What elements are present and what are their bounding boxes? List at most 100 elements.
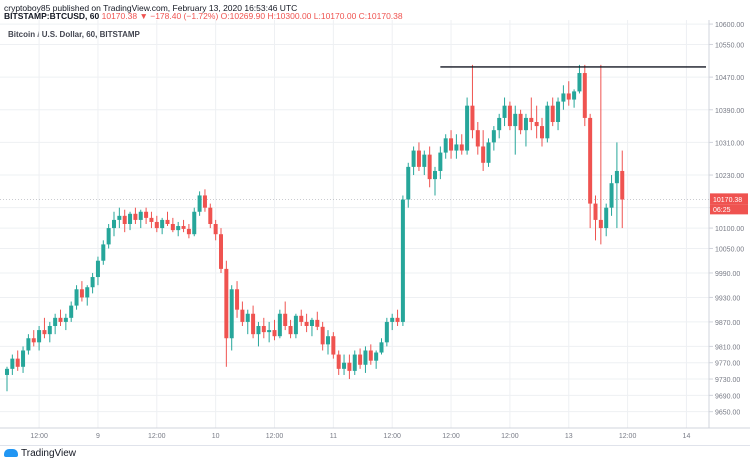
time-tick-label: 9 bbox=[96, 433, 100, 440]
time-tick-label: 12:00 bbox=[30, 433, 48, 440]
candle-body bbox=[604, 207, 609, 229]
candle-body bbox=[486, 142, 491, 163]
candle-body bbox=[69, 305, 74, 318]
candle-body bbox=[342, 362, 347, 369]
candle-body bbox=[197, 195, 202, 212]
price-tick-label: 10050.00 bbox=[715, 246, 744, 253]
price-tick-label: 10600.00 bbox=[715, 22, 744, 29]
candle-body bbox=[411, 150, 416, 167]
candle-body bbox=[74, 289, 79, 306]
price-tick-label: 9810.00 bbox=[715, 344, 740, 351]
price-tick-label: 9770.00 bbox=[715, 361, 740, 368]
price-tick-label: 10310.00 bbox=[715, 140, 744, 147]
candle-body bbox=[240, 309, 245, 322]
last-price-box bbox=[710, 193, 748, 205]
ohlc-values: O:10269.90 H:10300.00 L:10170.00 C:10170… bbox=[220, 11, 403, 21]
candle-body bbox=[288, 326, 293, 335]
time-tick-label: 12:00 bbox=[619, 433, 637, 440]
candle-body bbox=[117, 215, 122, 220]
time-tick-label: 13 bbox=[565, 433, 573, 440]
candle-body bbox=[395, 317, 400, 322]
candle-body bbox=[165, 219, 170, 224]
candle-body bbox=[598, 219, 603, 229]
candle-body bbox=[609, 183, 614, 208]
candle-body bbox=[309, 319, 314, 326]
candle-body bbox=[550, 105, 555, 122]
time-tick-label: 12:00 bbox=[442, 433, 460, 440]
candle-body bbox=[561, 93, 566, 102]
candle-body bbox=[400, 199, 405, 322]
tradingview-logo[interactable]: TradingView bbox=[4, 448, 76, 459]
candle-body bbox=[326, 336, 330, 345]
candle-body bbox=[315, 319, 320, 327]
candle-body bbox=[235, 289, 240, 310]
candle-body bbox=[170, 224, 175, 231]
price-tick-label: 9650.00 bbox=[715, 410, 740, 417]
candle-body bbox=[588, 117, 593, 204]
time-tick-label: 11 bbox=[330, 433, 337, 440]
price-axis: 9650.00 9690.00 9730.00 9770.00 9810.00 9870.… bbox=[709, 22, 744, 417]
candle-body bbox=[63, 317, 68, 322]
price-change: ▼ −178.40 (−1.72%) bbox=[139, 11, 219, 21]
candle-body bbox=[251, 313, 256, 335]
candle-body bbox=[582, 73, 587, 118]
candle-body bbox=[112, 219, 116, 229]
candle-body bbox=[26, 338, 31, 351]
candle-body bbox=[208, 207, 213, 224]
candle-body bbox=[449, 138, 454, 151]
candle-body bbox=[90, 277, 95, 288]
candle-body bbox=[213, 224, 218, 235]
last-price-value: 10170.38 bbox=[713, 197, 742, 204]
time-tick-label: 12:00 bbox=[266, 433, 284, 440]
candle-body bbox=[79, 289, 84, 298]
time-axis: 12:00 9 12:00 10 12:00 11 12:00 12:00 12:00 13 12:… bbox=[30, 433, 690, 440]
candle-body bbox=[58, 317, 63, 322]
last-price-tag: 10170.38 06:25 bbox=[710, 193, 748, 215]
candle-body bbox=[347, 362, 352, 371]
candle-body bbox=[438, 152, 443, 171]
tradingview-logo-text: TradingView bbox=[21, 448, 77, 459]
candle-body bbox=[433, 170, 437, 180]
candle-body bbox=[459, 144, 464, 151]
price-tick-label: 9930.00 bbox=[715, 295, 740, 302]
candle-body bbox=[454, 144, 459, 151]
time-tick-label: 12:00 bbox=[501, 433, 519, 440]
candle-body bbox=[502, 105, 507, 118]
candle-body bbox=[47, 326, 52, 335]
price-tick-label: 9730.00 bbox=[715, 377, 740, 384]
candle-body bbox=[186, 228, 191, 235]
candle-body bbox=[577, 73, 582, 92]
tradingview-cloud-icon bbox=[4, 449, 18, 458]
chart-header: cryptoboy85 published on TradingView.com… bbox=[0, 0, 750, 21]
candle-body bbox=[272, 330, 277, 337]
candle-body bbox=[368, 350, 373, 361]
candle-body bbox=[556, 101, 561, 122]
candle-body bbox=[53, 317, 58, 326]
candle-body bbox=[144, 211, 149, 218]
price-tick-label: 9690.00 bbox=[715, 393, 740, 400]
candle-body bbox=[37, 330, 42, 343]
candlestick-chart[interactable]: 9650.00 9690.00 9730.00 9770.00 9810.00 9870.… bbox=[0, 0, 750, 446]
time-tick-label: 12:00 bbox=[148, 433, 166, 440]
last-price: 10170.38 bbox=[101, 11, 138, 21]
candle-body bbox=[245, 313, 250, 322]
candle-body bbox=[518, 113, 523, 131]
candle-body bbox=[614, 170, 619, 184]
candle-body bbox=[101, 244, 106, 261]
candle-body bbox=[443, 138, 448, 153]
candle-body bbox=[15, 358, 20, 367]
candle-body bbox=[299, 315, 304, 322]
candle-body bbox=[21, 350, 26, 367]
candle-body bbox=[176, 226, 181, 231]
symbol-ohlc-line: BITSTAMP:BTCUSD, 60 10170.38 ▼ −178.40 (… bbox=[4, 11, 403, 21]
candle-body bbox=[202, 195, 207, 208]
candle-body bbox=[229, 289, 234, 339]
candle-body bbox=[304, 321, 309, 326]
candle-body bbox=[256, 326, 261, 335]
candle-body bbox=[620, 170, 625, 200]
price-tick-label: 10470.00 bbox=[715, 75, 744, 82]
candle-body bbox=[160, 219, 165, 229]
candle-body bbox=[497, 117, 502, 131]
candle-body bbox=[416, 150, 421, 167]
candle-body bbox=[320, 326, 325, 345]
